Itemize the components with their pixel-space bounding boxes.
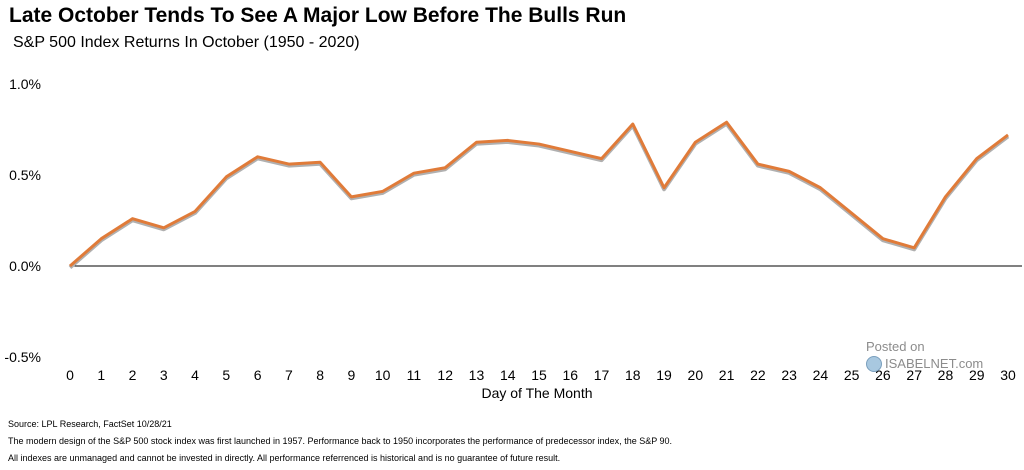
footnotes: Source: LPL Research, FactSet 10/28/21 T…: [8, 416, 672, 467]
x-tick-label: 11: [407, 367, 422, 383]
x-tick-label: 10: [375, 367, 391, 383]
x-tick-label: 0: [66, 367, 74, 383]
x-tick-label: 19: [656, 367, 672, 383]
x-tick-label: 3: [160, 367, 168, 383]
x-tick-label: 28: [938, 367, 954, 383]
watermark-site-text: ISABELNET.com: [885, 356, 984, 371]
x-tick-label: 25: [844, 367, 860, 383]
y-axis: -0.5% 0.0% 0.5% 1.0%: [4, 76, 41, 365]
x-tick-label: 20: [688, 367, 704, 383]
x-tick-label: 30: [1000, 367, 1016, 383]
x-axis: 0 1 2 3 4 5 6 7 8 9 10 11 12 13 14 15 16 17 18 19 20 21 22 23 24…: [66, 367, 1016, 383]
x-tick-label: 1: [97, 367, 105, 383]
x-axis-label-text: Day of The Month: [481, 385, 593, 401]
x-tick-label: 2: [129, 367, 137, 383]
footnote-design: The modern design of the S&P 500 stock i…: [8, 436, 673, 446]
x-tick-label: 18: [625, 367, 641, 383]
x-tick-label: 26: [875, 367, 891, 383]
x-tick-label: 27: [906, 367, 922, 383]
watermark-brand: ISABELNET.com: [866, 355, 983, 372]
x-tick-label: 15: [531, 367, 547, 383]
y-tick-label: 0.5%: [9, 167, 41, 183]
y-tick-label: 1.0%: [9, 76, 41, 92]
x-tick-label: 24: [813, 367, 829, 383]
x-tick-label: 12: [437, 367, 453, 383]
x-tick-label: 6: [254, 367, 262, 383]
x-tick-label: 16: [562, 367, 578, 383]
series-line: [69, 120, 1009, 268]
watermark-posted-text: Posted on: [866, 339, 925, 354]
x-tick-label: 14: [500, 367, 516, 383]
x-tick-label: 9: [348, 367, 356, 383]
x-tick-label: 5: [222, 367, 230, 383]
x-tick-label: 23: [781, 367, 797, 383]
footnote-disclaimer: All indexes are unmanaged and cannot be …: [8, 453, 561, 463]
x-tick-label: 13: [469, 367, 485, 383]
y-tick-label: 0.0%: [9, 258, 41, 274]
source-note: Source: LPL Research, FactSet 10/28/21: [8, 419, 172, 429]
watermark: Posted on ISABELNET.com: [866, 338, 983, 372]
x-axis-label: Day of The Month: [0, 385, 1024, 401]
chart-subtitle: S&P 500 Index Returns In October (1950 -…: [13, 34, 360, 51]
chart-title: Late October Tends To See A Major Low Be…: [9, 4, 627, 27]
series-group: [68, 120, 1010, 270]
x-tick-label: 21: [719, 367, 735, 383]
x-tick-label: 22: [750, 367, 766, 383]
x-tick-label: 17: [594, 367, 610, 383]
y-tick-label: -0.5%: [4, 349, 41, 365]
globe-icon: [866, 355, 882, 372]
x-tick-label: 8: [316, 367, 324, 383]
x-tick-label: 4: [191, 367, 199, 383]
x-tick-label: 7: [285, 367, 293, 383]
x-tick-label: 29: [969, 367, 985, 383]
